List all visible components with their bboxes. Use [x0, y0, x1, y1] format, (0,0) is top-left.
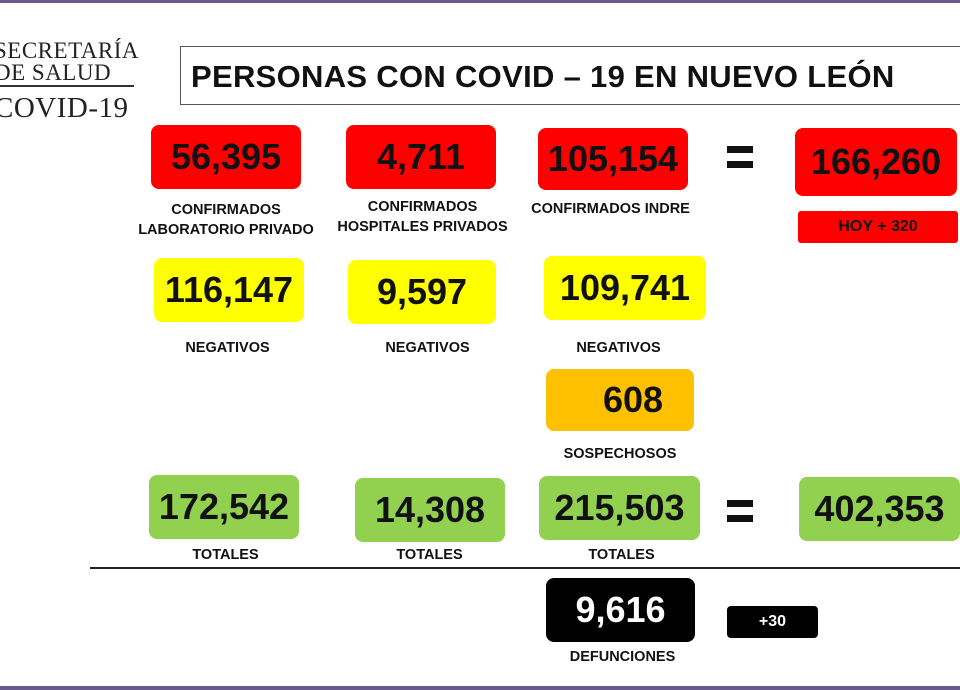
label-totals-indre: TOTALES — [588, 547, 655, 563]
logo-text-de-salud: DE SALUD — [0, 60, 112, 85]
totals-lab-privado-value: 172,542 — [149, 475, 299, 539]
label-confirmed-hosp-line1: CONFIRMADOS — [367, 199, 478, 215]
bottom-frame-border — [0, 686, 960, 690]
confirmed-today-badge: HOY + 320 — [798, 211, 958, 243]
deaths-today-badge: +30 — [727, 606, 818, 638]
equals-sign-totals — [727, 500, 753, 524]
label-negatives-indre: NEGATIVOS — [576, 340, 661, 356]
negatives-lab-privado-value: 116,147 — [154, 258, 304, 322]
label-confirmed-lab-line2: LABORATORIO PRIVADO — [138, 222, 314, 238]
totals-indre-value: 215,503 — [539, 476, 700, 540]
secretaria-salud-logo: SECRETARÍA DE SALUD COVID-19 — [0, 34, 144, 124]
label-confirmed-hosp-line2: HOSPITALES PRIVADOS — [337, 219, 508, 235]
label-suspects: SOSPECHOSOS — [563, 446, 677, 462]
totals-grand-total-value: 402,353 — [799, 477, 960, 541]
label-totals-hosp: TOTALES — [396, 547, 463, 563]
confirmed-lab-privado-value: 56,395 — [151, 125, 301, 189]
confirmed-hosp-privados-value: 4,711 — [346, 125, 496, 189]
totals-hosp-privados-value: 14,308 — [355, 478, 505, 542]
logo-divider — [0, 85, 134, 87]
confirmed-indre-value: 105,154 — [538, 128, 688, 190]
page-title: PERSONAS CON COVID – 19 EN NUEVO LEÓN — [191, 59, 895, 94]
title-box: PERSONAS CON COVID – 19 EN NUEVO LEÓN — [180, 46, 960, 105]
deaths-value: 9,616 — [546, 578, 695, 642]
label-confirmed-lab-line1: CONFIRMADOS — [171, 202, 281, 218]
negatives-indre-value: 109,741 — [544, 256, 706, 320]
label-confirmed-indre: CONFIRMADOS INDRE — [531, 201, 690, 217]
negatives-hosp-privados-value: 9,597 — [348, 260, 496, 324]
suspects-value: 608 — [546, 369, 694, 431]
section-divider — [90, 567, 960, 569]
label-confirmed-hosp: CONFIRMADOS HOSPITALES PRIVADOS — [330, 197, 515, 237]
label-negatives-hosp: NEGATIVOS — [385, 340, 470, 356]
equals-sign-confirmed — [727, 146, 753, 170]
top-frame-border — [0, 0, 960, 3]
logo-text-secretaria: SECRETARÍA — [0, 38, 139, 63]
label-deaths: DEFUNCIONES — [569, 649, 676, 665]
confirmed-total-value: 166,260 — [795, 128, 957, 196]
label-negatives-lab: NEGATIVOS — [185, 340, 270, 356]
label-totals-lab: TOTALES — [192, 547, 259, 563]
logo-text-covid: COVID-19 — [0, 92, 129, 124]
label-confirmed-lab: CONFIRMADOS LABORATORIO PRIVADO — [130, 200, 322, 240]
